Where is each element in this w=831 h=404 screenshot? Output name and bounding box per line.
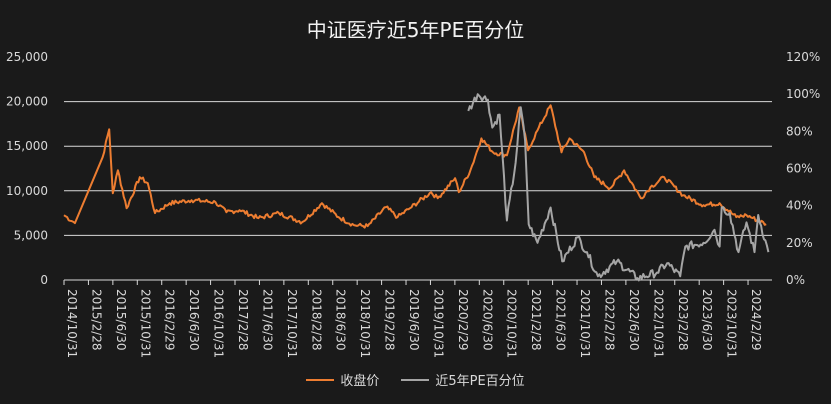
y-left-tick-label: 20,000 xyxy=(6,95,48,109)
x-tick-label: 2019/2/28 xyxy=(383,289,397,351)
y-right-tick-label: 40% xyxy=(786,199,813,213)
y-right-tick-label: 120% xyxy=(786,50,820,64)
chart-title: 中证医疗近5年PE百分位 xyxy=(306,18,525,42)
x-tick-label: 2015/10/31 xyxy=(138,289,152,358)
x-tick-label: 2019/6/30 xyxy=(407,289,421,351)
x-tick-label: 2022/6/30 xyxy=(627,289,641,351)
x-tick-label: 2014/10/31 xyxy=(65,289,79,358)
y-left-tick-label: 5,000 xyxy=(14,228,48,242)
legend-item-pe-percentile[interactable]: 近5年PE百分位 xyxy=(401,370,525,389)
x-tick-label: 2020/10/31 xyxy=(505,289,519,358)
x-tick-label: 2023/10/31 xyxy=(725,289,739,358)
x-tick-label: 2015/6/30 xyxy=(114,289,128,351)
legend-swatch-pe-percentile xyxy=(401,378,430,381)
legend-item-close-price[interactable]: 收盘价 xyxy=(306,370,379,389)
x-tick-label: 2017/6/30 xyxy=(260,289,274,351)
x-tick-label: 2018/10/31 xyxy=(358,289,372,358)
y-left-tick-label: 15,000 xyxy=(6,139,48,153)
x-tick-label: 2016/6/30 xyxy=(187,289,201,351)
x-tick-label: 2023/6/30 xyxy=(700,289,714,351)
x-tick-label: 2016/10/31 xyxy=(212,289,226,358)
legend-label: 收盘价 xyxy=(340,374,380,389)
x-tick-label: 2024/2/29 xyxy=(749,289,763,351)
x-tick-label: 2016/2/29 xyxy=(163,289,177,351)
x-tick-label: 2022/2/28 xyxy=(602,289,616,351)
x-tick-label: 2020/2/29 xyxy=(456,289,470,351)
x-tick-label: 2017/10/31 xyxy=(285,289,299,358)
series-line-close-price xyxy=(63,104,767,229)
x-tick-label: 2015/2/28 xyxy=(89,289,103,351)
y-right-tick-label: 80% xyxy=(786,124,813,138)
x-tick-label: 2022/10/31 xyxy=(651,289,665,358)
y-right-tick-label: 0% xyxy=(786,273,805,287)
x-tick-label: 2021/10/31 xyxy=(578,289,592,358)
x-tick-label: 2018/6/30 xyxy=(334,289,348,351)
y-left-tick-label: 10,000 xyxy=(6,184,48,198)
y-right-tick-label: 20% xyxy=(786,236,813,250)
x-tick-label: 2019/10/31 xyxy=(431,289,445,358)
x-tick-label: 2021/6/30 xyxy=(554,289,568,351)
y-right-tick-label: 100% xyxy=(786,87,820,101)
x-tick-label: 2017/2/28 xyxy=(236,289,250,351)
y-left-tick-label: 0 xyxy=(40,273,48,287)
x-tick-label: 2021/2/28 xyxy=(529,289,543,351)
x-tick-label: 2023/2/28 xyxy=(676,289,690,351)
series-line-pe-percentile xyxy=(467,93,770,282)
x-tick-label: 2018/2/28 xyxy=(309,289,323,351)
y-right-tick-label: 60% xyxy=(786,162,813,176)
legend: 收盘价 近5年PE百分位 xyxy=(0,370,831,389)
x-tick-label: 2020/6/30 xyxy=(480,289,494,351)
legend-swatch-close-price xyxy=(306,378,335,381)
y-left-tick-label: 25,000 xyxy=(6,50,48,64)
legend-label: 近5年PE百分位 xyxy=(435,374,525,389)
